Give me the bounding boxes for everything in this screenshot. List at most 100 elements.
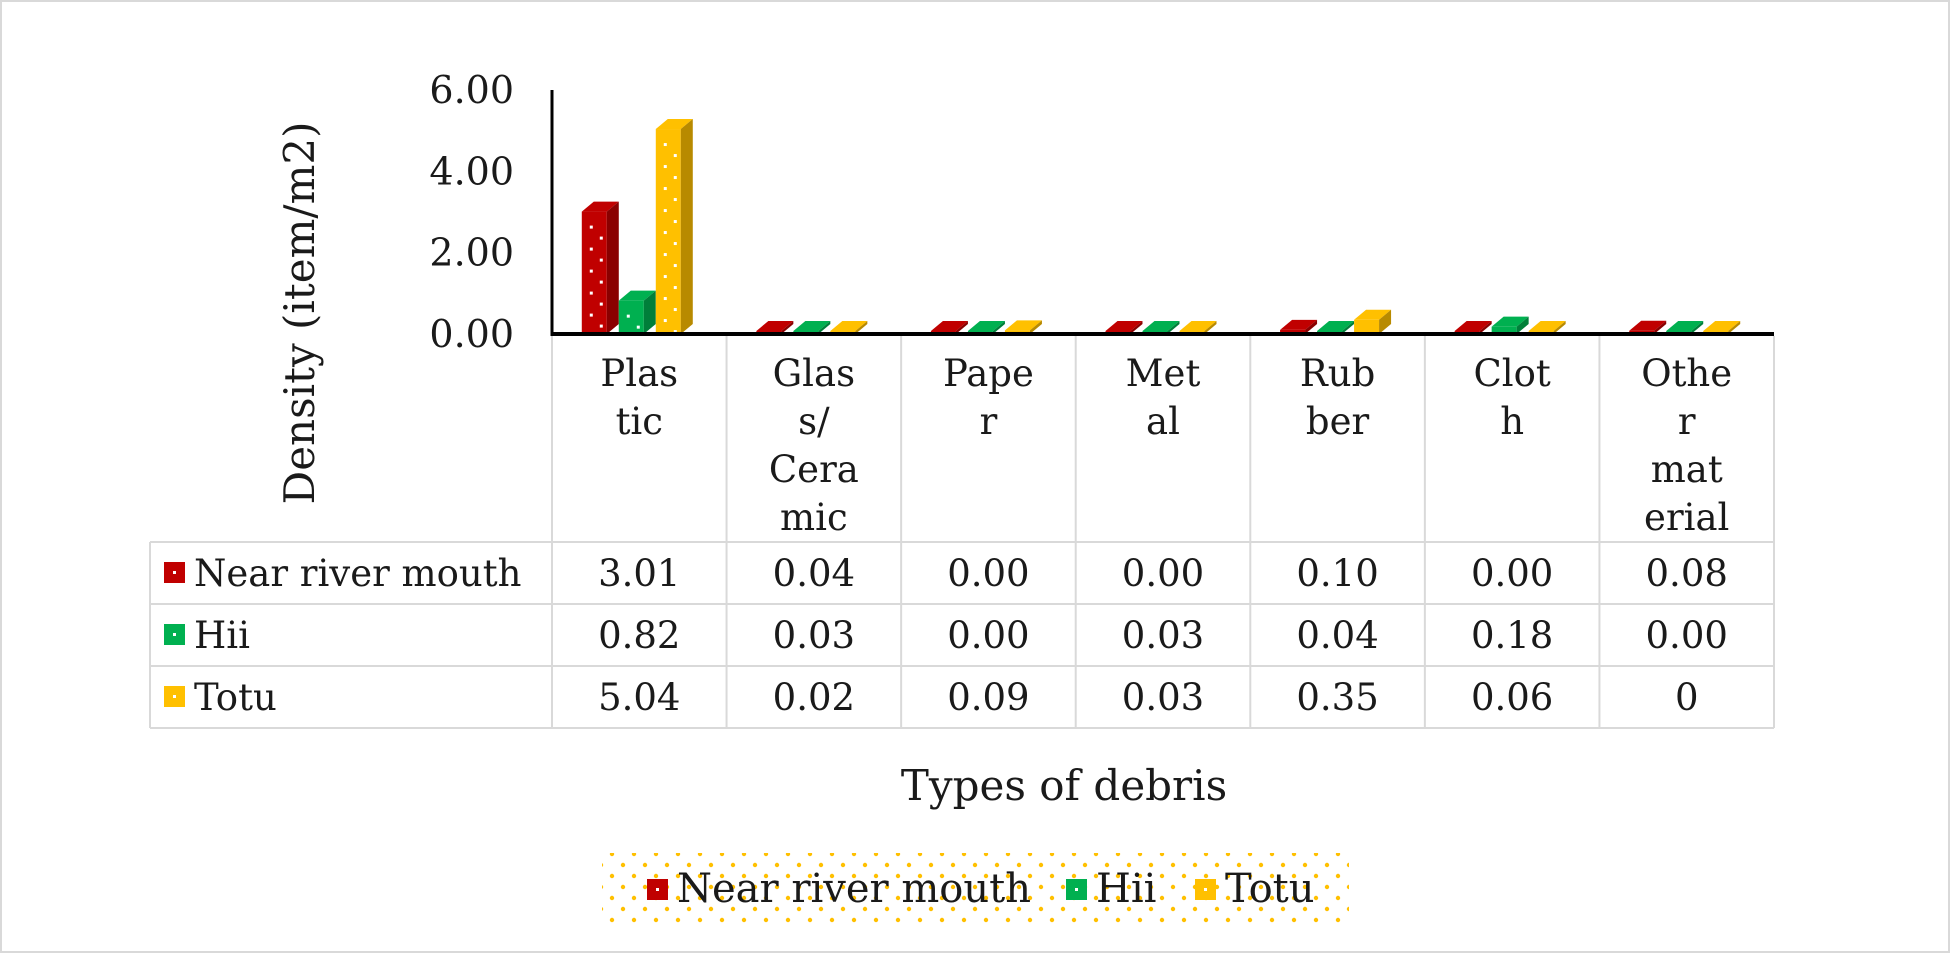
bar-front: [618, 300, 644, 334]
legend-key-dot: [173, 695, 176, 698]
bar-dot: [589, 247, 593, 251]
table-cell-value: 0.00: [947, 614, 1029, 657]
table-cell-value: 0.09: [947, 676, 1029, 719]
legend-background: [602, 853, 1349, 927]
legend-swatch-dot: [1075, 888, 1078, 891]
bar-top: [1703, 321, 1741, 331]
row-label-near-river-mouth: Near river mouth: [194, 552, 521, 595]
bar-dot: [673, 176, 677, 180]
y-tick-label: 0.00: [429, 312, 514, 356]
bar-top: [930, 321, 968, 331]
table-cell-value: 3.01: [598, 552, 680, 595]
bar-side: [1167, 321, 1180, 334]
category-label: Met: [1126, 352, 1201, 395]
legend-key-dot: [173, 571, 176, 574]
bar-front: [1354, 319, 1380, 334]
bar-dot: [636, 325, 640, 329]
data-table: Plas tic Glas s/Cera mic Pape r Met al Rub ber Clot…: [149, 336, 1775, 729]
bar-hii: [1491, 316, 1529, 334]
table-cell-value: 0.06: [1471, 676, 1553, 719]
category-label: s/: [798, 400, 830, 443]
table-cell-value: 5.04: [598, 676, 680, 719]
bar-dot: [589, 313, 593, 317]
bar-dot: [663, 319, 667, 323]
category-label: mic: [780, 496, 848, 539]
bar-top: [1004, 320, 1042, 331]
category-label: ber: [1306, 400, 1370, 443]
row-label-totu: Totu: [194, 676, 277, 719]
bar-side: [1379, 309, 1392, 334]
bar-top: [793, 321, 831, 331]
category-label: r: [1678, 400, 1696, 443]
bar-dot: [589, 291, 593, 295]
legend-key-dot: [173, 633, 176, 636]
table-cell-value: 0.08: [1646, 552, 1728, 595]
table-cell-value: 0.82: [598, 614, 680, 657]
bar-top: [618, 290, 656, 301]
bar-dot: [673, 308, 677, 312]
category-label: Glas: [773, 352, 855, 395]
bar-dot: [673, 154, 677, 158]
bar-side: [1342, 321, 1355, 334]
y-tick-label: 2.00: [429, 231, 514, 275]
bar-side: [1130, 321, 1143, 334]
table-cell-value: 0.03: [1122, 676, 1204, 719]
bars-layer: [581, 119, 1741, 334]
category-label: r: [980, 400, 998, 443]
bar-dot: [663, 231, 667, 235]
category-label: Cera: [769, 448, 859, 491]
bar-dot: [663, 209, 667, 213]
bar-front: [1280, 329, 1306, 334]
bar-totu: [1004, 320, 1042, 334]
bar-top: [655, 119, 693, 130]
bar-top: [1280, 319, 1318, 330]
bar-dot: [673, 198, 677, 202]
bar-dot: [589, 269, 593, 273]
bar-top: [1666, 321, 1704, 331]
category-label: Rub: [1300, 352, 1375, 395]
bar-side: [992, 321, 1005, 334]
category-label: Pape: [943, 352, 1034, 395]
row-label-hii: Hii: [194, 614, 250, 657]
bar-side: [1654, 320, 1667, 334]
category-label: Othe: [1641, 352, 1732, 395]
bar-dot: [589, 225, 593, 229]
bar-side: [606, 201, 619, 334]
legend-swatch-dot: [1204, 888, 1207, 891]
bar-front: [655, 129, 681, 334]
y-tick-label: 6.00: [429, 68, 514, 112]
table-cell-value: 0.35: [1296, 676, 1378, 719]
y-axis-title: Density (item/m2): [275, 122, 324, 505]
bar-top: [1105, 321, 1143, 331]
table-cell-value: 0.00: [1646, 614, 1728, 657]
bar-front: [581, 211, 607, 334]
bar-side: [818, 321, 831, 334]
table-cell-value: 0.04: [1296, 614, 1378, 657]
bar-dot: [599, 258, 603, 262]
table-cell-value: 0.18: [1471, 614, 1553, 657]
bar-side: [855, 321, 868, 334]
bar-dot: [599, 302, 603, 306]
bar-dot: [599, 324, 603, 328]
bar-near-river-mouth: [581, 201, 619, 334]
category-label: Plas: [600, 352, 678, 395]
category-label: al: [1146, 400, 1180, 443]
bar-dot: [673, 286, 677, 290]
table-cell-value: 0: [1675, 676, 1699, 719]
bar-dot: [673, 220, 677, 224]
category-label: Clot: [1473, 352, 1550, 395]
bar-dot: [673, 264, 677, 268]
legend-label-hii: Hii: [1096, 866, 1156, 912]
table-cell-value: 0.00: [947, 552, 1029, 595]
legend-swatch-dot: [656, 888, 659, 891]
table-cell-value: 0.04: [773, 552, 855, 595]
bar-dot: [626, 314, 630, 318]
legend-label-near-river-mouth: Near river mouth: [677, 866, 1031, 912]
bar-top: [581, 201, 619, 212]
legend-items: Near river mouth Hii Totu: [647, 866, 1315, 912]
bar-side: [1553, 321, 1566, 334]
bar-side: [1305, 319, 1318, 334]
bar-top: [756, 321, 794, 331]
